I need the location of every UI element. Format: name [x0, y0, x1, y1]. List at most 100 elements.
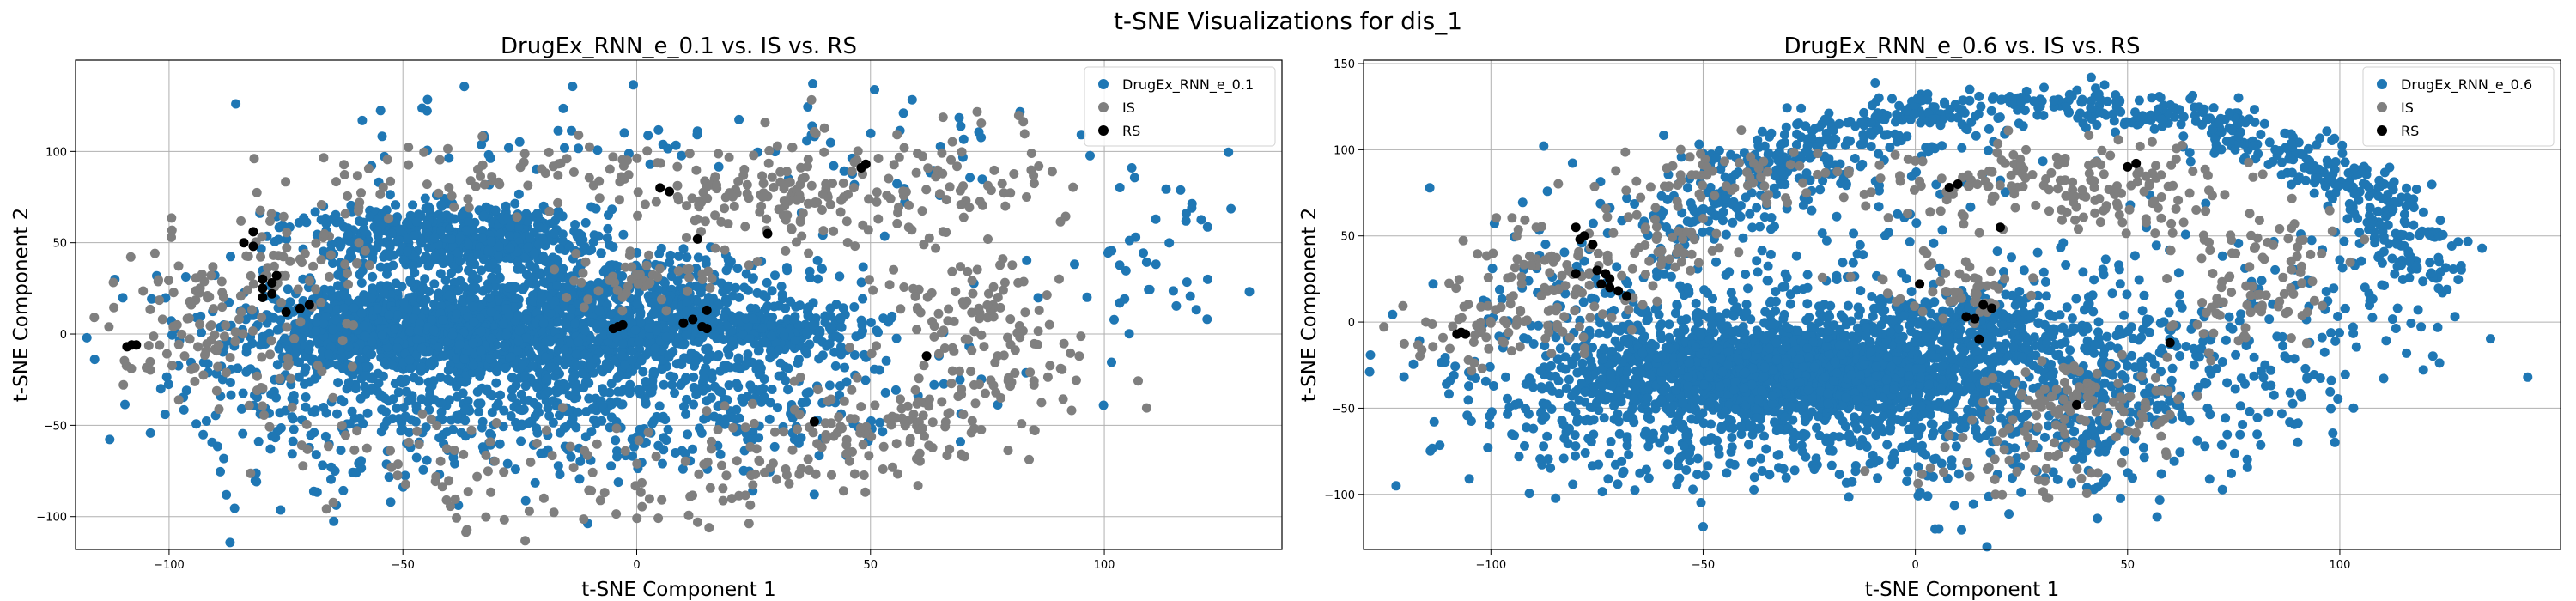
scatter-point: [222, 489, 232, 500]
scatter-point: [927, 288, 937, 298]
scatter-point: [542, 425, 551, 435]
scatter-point: [179, 404, 189, 415]
scatter-point: [738, 170, 749, 180]
scatter-point: [689, 372, 699, 382]
scatter-point: [687, 193, 697, 203]
scatter-point: [364, 260, 374, 270]
scatter-point: [392, 470, 403, 481]
scatter-point: [438, 315, 447, 325]
scatter-point: [310, 207, 320, 217]
scatter-point: [718, 495, 728, 506]
scatter-point: [945, 408, 955, 418]
scatter-point: [1042, 372, 1053, 382]
scatter-point: [642, 146, 653, 156]
scatter-point: [580, 217, 591, 228]
scatter-point: [1033, 293, 1043, 303]
scatter-point: [329, 516, 339, 526]
scatter-point: [763, 158, 774, 168]
scatter-point: [119, 355, 130, 366]
scatter-point: [841, 216, 852, 227]
scatter-point: [750, 469, 761, 479]
scatter-point: [343, 378, 354, 388]
scatter-point: [912, 303, 922, 313]
scatter-point: [866, 128, 876, 138]
scatter-point: [217, 302, 228, 313]
scatter-point: [367, 293, 377, 303]
scatter-point: [623, 282, 633, 292]
scatter-point: [825, 303, 835, 313]
scatter-point: [580, 432, 591, 442]
scatter-point: [457, 209, 467, 220]
scatter-point: [773, 403, 782, 413]
scatter-point: [336, 446, 346, 455]
scatter-point: [283, 284, 293, 294]
scatter-point: [493, 251, 503, 261]
scatter-point: [698, 385, 708, 396]
scatter-point: [592, 145, 603, 155]
scatter-point: [354, 216, 364, 226]
scatter-point: [551, 254, 562, 264]
scatter-point: [219, 331, 229, 342]
scatter-point: [347, 406, 357, 416]
scatter-point: [430, 251, 440, 261]
scatter-point: [203, 293, 213, 303]
scatter-point: [549, 507, 559, 518]
scatter-point: [1181, 209, 1191, 219]
scatter-point: [492, 367, 502, 377]
scatter-point: [583, 352, 593, 361]
scatter-point: [168, 321, 179, 331]
scatter-point: [752, 257, 762, 267]
scatter-point: [731, 282, 741, 293]
scatter-point: [1066, 405, 1077, 416]
scatter-point: [234, 314, 244, 325]
scatter-point: [587, 467, 598, 477]
scatter-point: [725, 188, 735, 198]
scatter-point: [257, 313, 267, 323]
scatter-point: [747, 384, 757, 394]
scatter-point: [620, 360, 630, 370]
y-tick-label: 50: [52, 238, 67, 251]
scatter-point: [705, 282, 715, 293]
scatter-point: [657, 365, 667, 374]
scatter-point: [703, 266, 714, 276]
scatter-point: [967, 345, 977, 355]
scatter-point: [873, 154, 884, 163]
scatter-point: [783, 385, 793, 395]
scatter-point: [352, 171, 362, 181]
scatter-point: [976, 132, 987, 143]
x-tick-label: 50: [864, 559, 878, 572]
scatter-point: [684, 264, 695, 274]
scatter-point: [343, 279, 353, 289]
scatter-point: [1074, 351, 1084, 361]
scatter-point: [1042, 290, 1052, 300]
scatter-point: [653, 124, 664, 135]
scatter-point: [814, 451, 824, 461]
scatter-point: [242, 285, 252, 295]
scatter-point: [507, 392, 517, 402]
scatter-point: [835, 313, 846, 324]
scatter-point: [568, 82, 578, 92]
scatter-point: [1071, 375, 1081, 385]
scatter-point: [767, 385, 777, 394]
scatter-point: [1120, 294, 1130, 304]
scatter-point: [720, 401, 730, 411]
scatter-point: [331, 314, 341, 325]
scatter-point: [801, 388, 811, 398]
scatter-point: [529, 398, 539, 408]
scatter-point: [620, 173, 629, 184]
scatter-point: [606, 461, 617, 471]
legend-box: [1084, 66, 1276, 147]
scatter-point: [118, 379, 129, 390]
scatter-point: [246, 270, 256, 281]
scatter-point: [392, 403, 402, 413]
scatter-point: [145, 304, 155, 314]
scatter-point: [715, 449, 726, 459]
scatter-point: [206, 270, 216, 281]
scatter-point: [526, 349, 536, 359]
scatter-point: [236, 216, 246, 226]
scatter-point: [339, 160, 349, 170]
scatter-point: [295, 254, 305, 264]
scatter-point: [543, 403, 553, 413]
scatter-point: [1020, 307, 1030, 318]
scatter-point: [819, 123, 829, 133]
